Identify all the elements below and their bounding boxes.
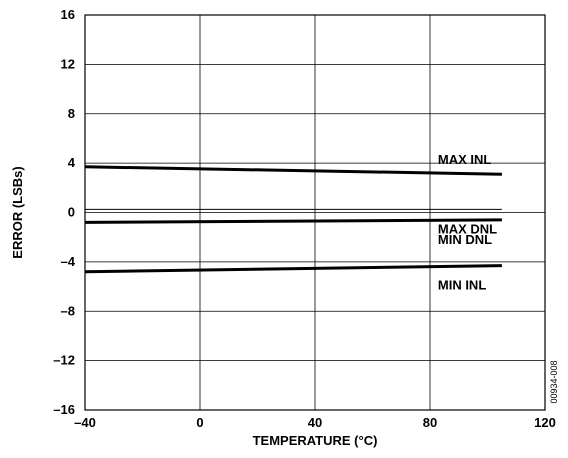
series-line-max-inl: [84, 165, 502, 176]
series-line-min-inl: [84, 264, 502, 274]
grid: [85, 15, 545, 410]
y-tick-label: –16: [53, 402, 75, 417]
x-axis-label: TEMPERATURE (°C): [253, 433, 378, 448]
y-tick-labels: 16 12 8 4 0 –4 –8 –12 –16: [53, 7, 75, 417]
y-tick-label: 0: [68, 205, 75, 220]
figure-id: 00934-008: [549, 360, 559, 403]
y-tick-label: 12: [61, 56, 75, 71]
y-axis-label: ERROR (LSBs): [10, 166, 25, 258]
y-tick-label: –8: [61, 303, 75, 318]
x-tick-label: –40: [74, 415, 96, 430]
series-label: MIN INL: [438, 278, 486, 293]
y-tick-label: 4: [68, 155, 76, 170]
x-tick-label: 120: [534, 415, 556, 430]
x-tick-labels: –40 0 40 80 120: [74, 415, 556, 430]
y-tick-label: –12: [53, 353, 75, 368]
x-tick-label: 80: [423, 415, 437, 430]
plot-frame: [84, 14, 546, 411]
series-label: MIN DNL: [438, 232, 492, 247]
series-layer: [84, 165, 502, 274]
series-label: MAX DNL: [438, 221, 497, 236]
series-line-min-dnl: [84, 218, 502, 224]
x-tick-label: 0: [196, 415, 203, 430]
y-tick-label: 16: [61, 7, 75, 22]
series-label: MAX INL: [438, 152, 492, 167]
y-tick-label: –4: [61, 254, 76, 269]
y-tick-label: 8: [68, 106, 75, 121]
x-tick-label: 40: [308, 415, 322, 430]
